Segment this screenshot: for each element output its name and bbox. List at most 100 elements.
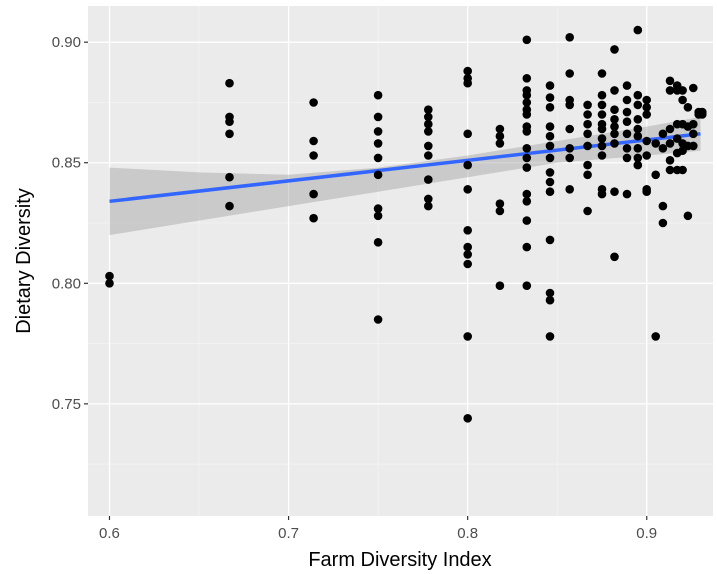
data-point	[633, 160, 643, 170]
data-point	[495, 139, 505, 148]
data-point	[463, 259, 473, 269]
data-point	[665, 124, 675, 134]
y-tick-label: 0.85	[52, 155, 81, 172]
data-point	[373, 204, 383, 213]
data-point	[545, 122, 555, 131]
data-point	[495, 199, 505, 208]
data-point	[545, 131, 555, 141]
data-point	[522, 281, 532, 291]
data-point	[424, 112, 433, 122]
data-point	[583, 119, 592, 129]
data-point	[642, 103, 651, 112]
data-point	[622, 81, 632, 90]
data-point	[565, 153, 574, 163]
data-point	[545, 332, 555, 341]
data-point	[522, 74, 532, 83]
data-point	[633, 100, 643, 110]
data-point	[683, 103, 693, 112]
x-tick-label: 0.6	[99, 525, 120, 542]
data-point	[424, 151, 433, 160]
data-point	[565, 95, 574, 105]
y-tick-label: 0.75	[52, 396, 81, 413]
data-point	[622, 95, 632, 105]
data-point	[633, 25, 643, 35]
data-point	[545, 153, 555, 163]
data-point	[665, 139, 675, 148]
data-point	[583, 141, 592, 151]
data-point	[424, 201, 433, 211]
data-point	[610, 129, 619, 139]
data-point	[225, 112, 234, 122]
data-point	[373, 127, 383, 136]
grid-lines	[88, 6, 713, 516]
data-point	[373, 139, 383, 148]
data-point	[610, 86, 619, 95]
data-point	[424, 141, 433, 151]
data-point	[545, 187, 555, 196]
data-point	[522, 216, 532, 225]
data-point	[522, 197, 532, 206]
data-point	[545, 295, 555, 305]
data-point	[522, 189, 532, 199]
y-tick-label: 0.90	[52, 34, 81, 51]
data-point	[683, 211, 693, 221]
data-point	[522, 98, 532, 107]
data-point	[565, 124, 574, 134]
data-point	[642, 151, 651, 160]
data-point	[545, 288, 555, 298]
data-point	[610, 187, 619, 196]
data-point	[689, 129, 698, 139]
data-point	[622, 107, 632, 117]
data-point	[309, 213, 318, 223]
data-point	[522, 35, 532, 45]
data-point	[309, 189, 318, 199]
data-point	[463, 74, 473, 83]
data-point	[597, 119, 607, 129]
data-point	[463, 185, 473, 194]
data-point	[651, 170, 660, 180]
data-point	[463, 332, 473, 341]
data-point	[424, 127, 433, 136]
data-point	[633, 124, 643, 134]
data-point	[651, 139, 660, 148]
data-point	[373, 153, 383, 163]
data-point	[463, 129, 473, 139]
data-point	[633, 153, 643, 163]
data-point	[545, 168, 555, 177]
data-point	[689, 119, 698, 129]
data-point	[689, 83, 698, 93]
data-point	[633, 144, 643, 153]
data-point	[665, 86, 675, 95]
data-point	[225, 172, 234, 182]
data-point	[495, 281, 505, 291]
data-point	[651, 332, 660, 341]
data-point	[658, 144, 668, 153]
data-point	[622, 144, 632, 153]
data-point	[658, 129, 668, 139]
data-point	[522, 153, 532, 163]
data-point	[583, 170, 592, 180]
data-point	[678, 95, 687, 105]
y-axis-title: Dietary Diversity	[13, 188, 35, 334]
data-point	[642, 185, 651, 194]
data-point	[463, 226, 473, 235]
data-point	[597, 134, 607, 143]
data-point	[642, 95, 651, 105]
data-point	[678, 86, 687, 95]
data-point	[565, 144, 574, 153]
data-point	[642, 110, 651, 119]
data-point	[610, 105, 619, 114]
data-point	[522, 242, 532, 252]
data-point	[545, 177, 555, 187]
x-axis: 0.6 0.7 0.8 0.9	[99, 516, 657, 542]
plot-panel	[88, 6, 713, 516]
data-point	[597, 185, 607, 194]
data-point	[105, 279, 114, 288]
data-point	[424, 175, 433, 184]
x-tick-label: 0.7	[278, 525, 299, 542]
data-point	[495, 206, 505, 216]
data-point	[597, 90, 607, 100]
data-point	[658, 201, 668, 211]
data-point	[225, 201, 234, 211]
data-point	[583, 129, 592, 139]
